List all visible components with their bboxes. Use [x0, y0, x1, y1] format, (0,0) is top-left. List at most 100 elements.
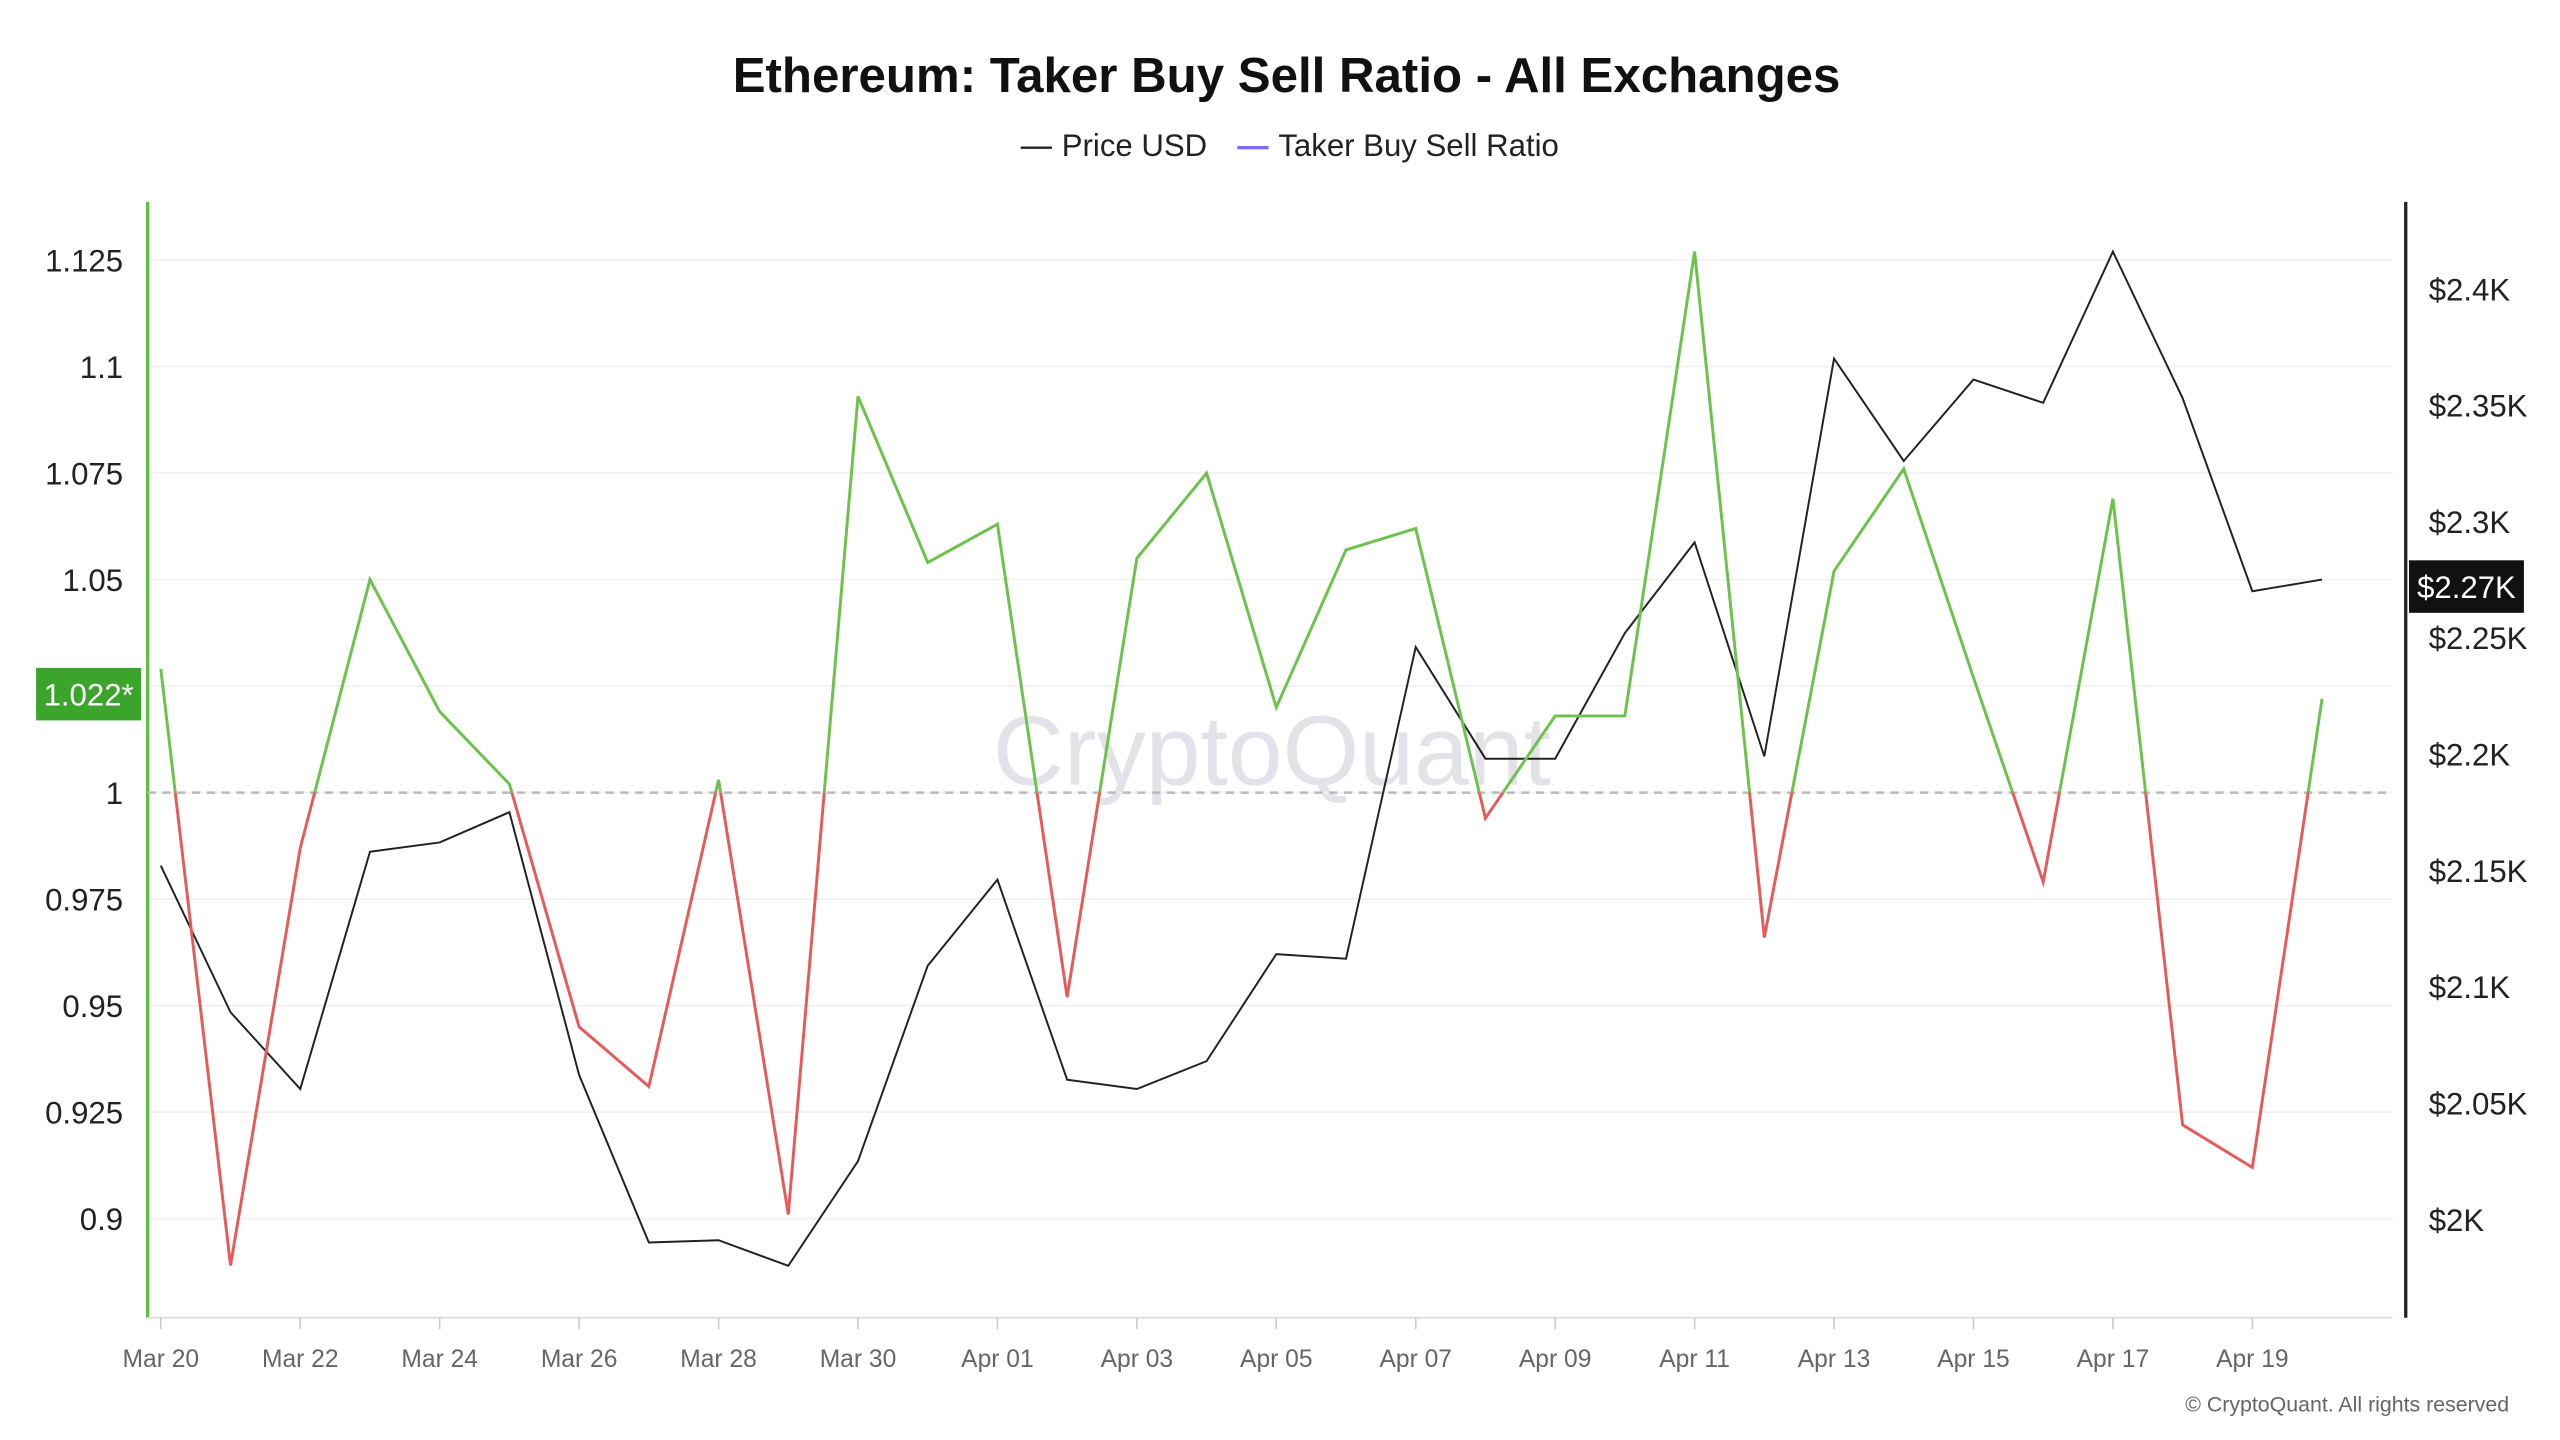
ratio-point[interactable] — [1271, 702, 1281, 712]
right-tick-label: $2.2K — [2429, 738, 2511, 773]
ratio-point[interactable] — [1550, 711, 1560, 721]
x-tick-label: Mar 20 — [123, 1346, 200, 1373]
price-point[interactable] — [1829, 354, 1839, 364]
price-point[interactable] — [1481, 754, 1491, 764]
right-tick-label: $2.15K — [2429, 854, 2528, 889]
left-tick-label: 0.975 — [45, 883, 123, 918]
ratio-point[interactable] — [1690, 247, 1700, 257]
price-point[interactable] — [156, 861, 166, 871]
price-point[interactable] — [1690, 537, 1700, 547]
series — [156, 247, 2327, 1271]
right-tick-label: $2.3K — [2429, 505, 2511, 540]
price-point[interactable] — [923, 961, 933, 971]
left-tick-label: 0.925 — [45, 1096, 123, 1131]
left-tick-label: 1.05 — [62, 563, 123, 598]
ratio-point[interactable] — [714, 775, 724, 785]
ratio-point[interactable] — [156, 664, 166, 674]
ratio-point[interactable] — [1829, 566, 1839, 576]
ratio-point[interactable] — [1132, 553, 1142, 563]
price-point[interactable] — [2317, 575, 2327, 585]
price-point[interactable] — [783, 1261, 793, 1271]
price-point[interactable] — [1341, 954, 1351, 964]
price-point[interactable] — [435, 838, 445, 848]
price-point[interactable] — [2178, 393, 2188, 403]
ratio-point[interactable] — [2178, 1120, 2188, 1130]
ratio-point[interactable] — [923, 558, 933, 568]
ratio-point[interactable] — [435, 707, 445, 717]
price-point[interactable] — [1271, 949, 1281, 959]
copyright: © CryptoQuant. All rights reserved — [2185, 1392, 2509, 1416]
ratio-point[interactable] — [1062, 992, 1072, 1002]
ratio-point[interactable] — [574, 1022, 584, 1032]
legend-ratio-label[interactable]: Taker Buy Sell Ratio — [1278, 128, 1559, 163]
x-tick-label: Apr 13 — [1798, 1346, 1871, 1373]
price-point[interactable] — [1202, 1056, 1212, 1066]
ratio-point[interactable] — [1202, 468, 1212, 478]
price-point[interactable] — [295, 1084, 305, 1094]
ratio-point[interactable] — [2038, 877, 2048, 887]
price-point[interactable] — [365, 847, 375, 857]
ratio-point[interactable] — [1620, 711, 1630, 721]
ratio-point[interactable] — [1411, 524, 1421, 534]
ratio-point[interactable] — [644, 1082, 654, 1092]
price-point[interactable] — [504, 807, 514, 817]
price-point[interactable] — [1969, 375, 1979, 385]
ratio-point[interactable] — [1341, 545, 1351, 555]
ratio-point[interactable] — [2108, 494, 2118, 504]
x-tick-label: Apr 05 — [1240, 1346, 1313, 1373]
price-point[interactable] — [574, 1070, 584, 1080]
ratio-line-below-1 — [173, 792, 2310, 1266]
current-ratio-tag-bg — [36, 667, 142, 721]
right-tick-label: $2.25K — [2429, 621, 2528, 656]
x-tick-label: Apr 03 — [1101, 1346, 1174, 1373]
x-tick-label: Mar 30 — [820, 1346, 897, 1373]
price-point[interactable] — [1411, 642, 1421, 652]
price-point[interactable] — [993, 875, 1003, 885]
ratio-point[interactable] — [504, 779, 514, 789]
left-tick-label: 1.125 — [45, 244, 123, 279]
price-point[interactable] — [2247, 586, 2257, 596]
x-tick-label: Apr 11 — [1659, 1346, 1730, 1373]
ratio-point[interactable] — [853, 392, 863, 402]
price-usd-line — [159, 249, 2323, 1267]
price-point[interactable] — [853, 1156, 863, 1166]
price-point[interactable] — [1132, 1084, 1142, 1094]
ratio-point[interactable] — [783, 1209, 793, 1219]
ratio-point[interactable] — [1969, 673, 1979, 683]
right-tick-label: $2.35K — [2429, 389, 2528, 424]
legend: Price USD Taker Buy Sell Ratio — [1020, 128, 1559, 163]
ratio-point[interactable] — [1481, 813, 1491, 823]
price-point[interactable] — [1620, 628, 1630, 638]
axes — [146, 201, 2408, 1319]
left-tick-label: 0.9 — [80, 1202, 123, 1237]
legend-price-label[interactable]: Price USD — [1062, 128, 1207, 163]
x-tick-label: Apr 09 — [1519, 1346, 1592, 1373]
chart-title: Ethereum: Taker Buy Sell Ratio - All Exc… — [733, 48, 1841, 103]
right-tick-label: $2K — [2429, 1203, 2485, 1238]
price-point[interactable] — [1550, 754, 1560, 764]
price-point[interactable] — [226, 1007, 236, 1017]
ratio-point[interactable] — [2247, 1163, 2257, 1173]
current-ratio-tag: 1.022* — [36, 667, 142, 721]
current-price-tag-label: $2.27K — [2417, 570, 2516, 605]
left-tick-labels: 0.9 0.925 0.95 0.975 1 1.05 1.075 1.1 1.125 — [45, 244, 123, 1238]
ratio-point[interactable] — [2317, 694, 2327, 704]
price-point[interactable] — [1899, 456, 1909, 466]
x-tick-label: Apr 19 — [2216, 1346, 2289, 1373]
price-point[interactable] — [1759, 751, 1769, 761]
ratio-point[interactable] — [226, 1261, 236, 1271]
left-tick-label: 1 — [106, 776, 123, 811]
right-tick-label: $2.05K — [2429, 1086, 2528, 1121]
ratio-point[interactable] — [295, 843, 305, 853]
current-price-tag-bg — [2409, 560, 2524, 613]
price-point[interactable] — [1062, 1075, 1072, 1085]
price-point[interactable] — [2108, 247, 2118, 257]
price-point[interactable] — [644, 1238, 654, 1248]
current-ratio-tag-label: 1.022* — [44, 678, 134, 713]
ratio-point[interactable] — [1759, 933, 1769, 943]
ratio-point[interactable] — [365, 575, 375, 585]
x-tick-label: Mar 26 — [541, 1346, 618, 1373]
price-point[interactable] — [2038, 398, 2048, 408]
ratio-point[interactable] — [993, 519, 1003, 529]
price-point[interactable] — [714, 1235, 724, 1245]
